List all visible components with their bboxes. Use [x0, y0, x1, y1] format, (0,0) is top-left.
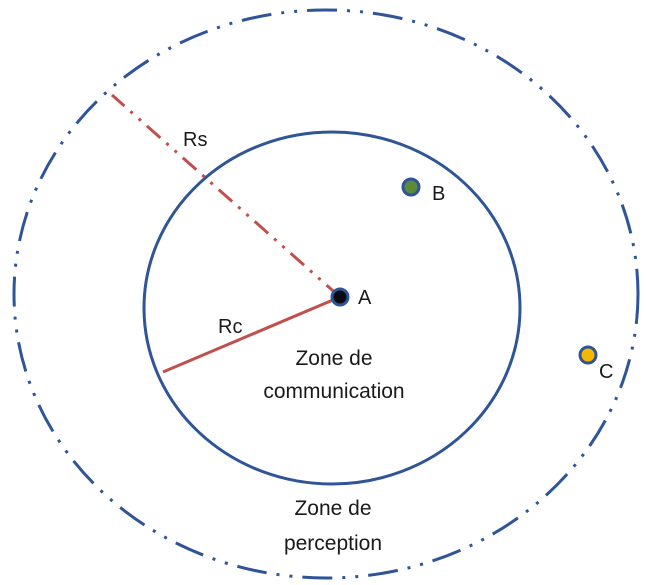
node-b-dot — [401, 177, 421, 197]
rc-radius-line — [162, 295, 341, 374]
perception-zone-label-line1: Zone de — [294, 497, 371, 520]
communication-zone-label-line1: Zone de — [295, 347, 372, 370]
rs-radius-line — [111, 93, 341, 299]
perception-zone-circle — [12, 8, 640, 580]
rs-label: Rs — [183, 129, 207, 151]
communication-zone-circle — [142, 130, 522, 486]
node-b-label: B — [432, 183, 445, 205]
node-c-label: C — [599, 361, 613, 383]
rc-label: Rc — [218, 316, 242, 338]
perception-zone-label-line2: perception — [284, 532, 382, 555]
node-c-dot — [578, 345, 598, 365]
node-a-label: A — [358, 287, 372, 309]
communication-zone-label-line2: communication — [263, 380, 404, 403]
node-a-dot — [330, 287, 350, 307]
